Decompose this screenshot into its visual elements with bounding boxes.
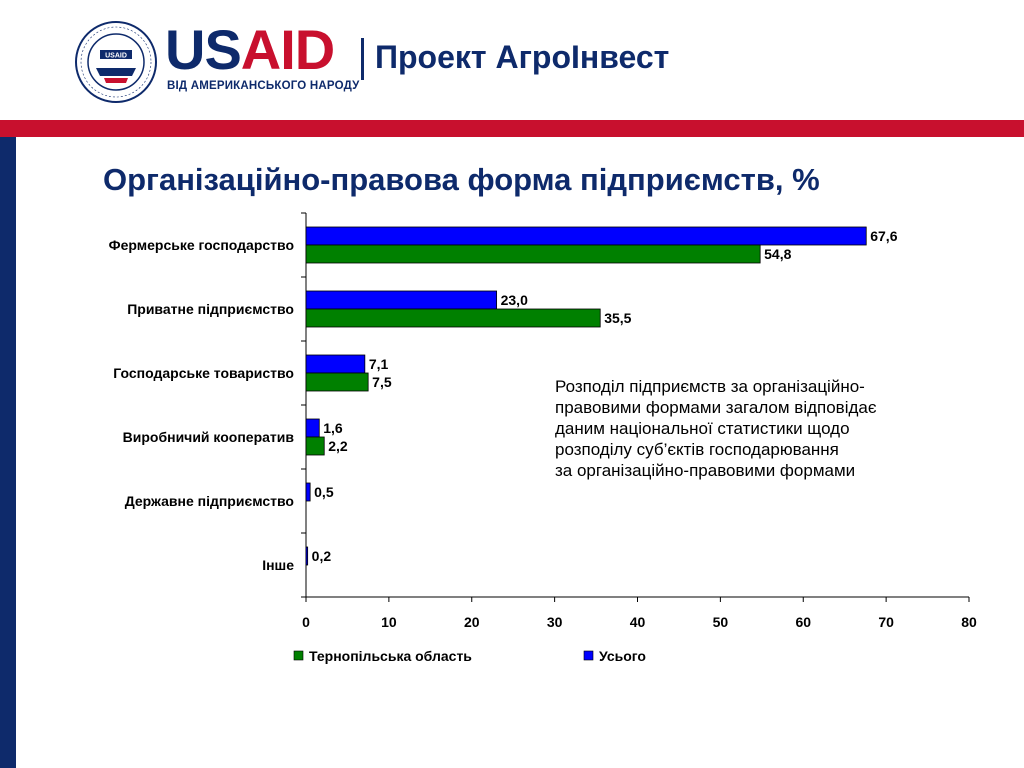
brand-aid: AID: [240, 18, 335, 81]
bar-total: [305, 290, 498, 310]
category-label: Приватне підприємство: [127, 301, 294, 317]
seal-inner-text: USAID: [105, 53, 127, 60]
legend-swatch: [293, 650, 304, 661]
usaid-tagline: ВІД АМЕРИКАНСЬКОГО НАРОДУ: [167, 80, 360, 92]
category-label: Господарське товариство: [113, 365, 294, 381]
data-label: 35,5: [604, 310, 631, 326]
bar-total: [305, 482, 311, 502]
category-label: Фермерське господарство: [109, 237, 294, 253]
note-line: Розподіл підприємств за організаційно-: [555, 377, 865, 396]
legend-swatch: [583, 650, 594, 661]
brand-us: US: [165, 18, 242, 81]
data-label: 67,6: [870, 228, 897, 244]
bar-ternopil: [305, 372, 369, 392]
x-tick-label: 60: [795, 614, 811, 630]
bar-ternopil: [305, 308, 601, 328]
left-accent-bar: [0, 137, 16, 768]
data-label: 23,0: [501, 292, 528, 308]
data-label: 54,8: [764, 246, 791, 262]
x-tick-label: 30: [547, 614, 563, 630]
note-text: Розподіл підприємств за організаційно-пр…: [555, 376, 955, 481]
bar-ternopil: [305, 244, 761, 264]
project-name: Проект АгроІнвест: [375, 39, 670, 75]
data-label: 1,6: [323, 420, 343, 436]
legend-label: Тернопільська область: [309, 648, 472, 664]
data-label: 7,1: [369, 356, 389, 372]
note-line: за організаційно-правовими формами: [555, 461, 856, 480]
category-label: Інше: [262, 557, 294, 573]
header-red-band: [0, 120, 1024, 137]
page-title: Організаційно-правова форма підприємств,…: [103, 162, 820, 197]
bar-total: [305, 418, 320, 438]
x-tick-label: 0: [302, 614, 310, 630]
note-line: розподілу суб’єктів господарювання: [555, 440, 839, 459]
data-label: 0,5: [314, 484, 334, 500]
x-tick-label: 80: [961, 614, 977, 630]
legend-label: Усього: [599, 648, 646, 664]
x-tick-label: 40: [630, 614, 646, 630]
x-tick-label: 70: [878, 614, 894, 630]
data-label: 0,2: [312, 548, 332, 564]
x-tick-label: 20: [464, 614, 480, 630]
x-tick-label: 50: [713, 614, 729, 630]
note-line: даним національної статистики щодо: [555, 419, 850, 438]
data-label: 2,2: [328, 438, 348, 454]
bar-total: [305, 354, 366, 374]
x-tick-label: 10: [381, 614, 397, 630]
bar-ternopil: [305, 436, 325, 456]
brand-divider: [361, 38, 364, 80]
category-label: Державне підприємство: [125, 493, 294, 509]
usaid-wordmark: USAID: [165, 22, 335, 78]
category-label: Виробничий кооператив: [123, 429, 295, 445]
usaid-seal-logo: USAID: [75, 21, 157, 103]
bar-total: [305, 226, 867, 246]
data-label: 7,5: [372, 374, 392, 390]
bar-total: [305, 546, 309, 566]
note-line: правовими формами загалом відповідає: [555, 398, 877, 417]
